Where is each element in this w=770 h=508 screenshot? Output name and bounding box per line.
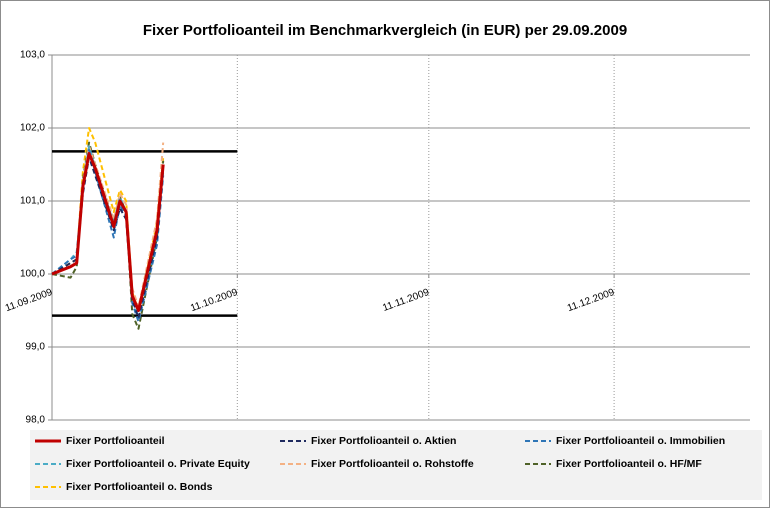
legend-label: Fixer Portfolioanteil o. Immobilien xyxy=(556,435,725,447)
legend-label: Fixer Portfolioanteil xyxy=(66,435,165,447)
series-line xyxy=(51,152,165,312)
y-tick-label: 101,0 xyxy=(20,196,45,207)
y-tick-label: 100,0 xyxy=(20,269,45,280)
chart-title: Fixer Portfolioanteil im Benchmarkvergle… xyxy=(143,22,627,39)
legend-box xyxy=(30,430,762,500)
legend-label: Fixer Portfolioanteil o. Aktien xyxy=(311,435,456,447)
legend-label: Fixer Portfolioanteil o. Private Equity xyxy=(66,458,250,470)
series-line xyxy=(51,148,165,323)
y-tick-label: 103,0 xyxy=(20,50,45,61)
y-tick-label: 102,0 xyxy=(20,123,45,134)
legend-label: Fixer Portfolioanteil o. Rohstoffe xyxy=(311,458,474,470)
legend-label: Fixer Portfolioanteil o. Bonds xyxy=(66,481,213,493)
legend-label: Fixer Portfolioanteil o. HF/MF xyxy=(556,458,702,470)
y-tick-label: 99,0 xyxy=(26,342,46,353)
y-tick-label: 98,0 xyxy=(26,415,46,426)
